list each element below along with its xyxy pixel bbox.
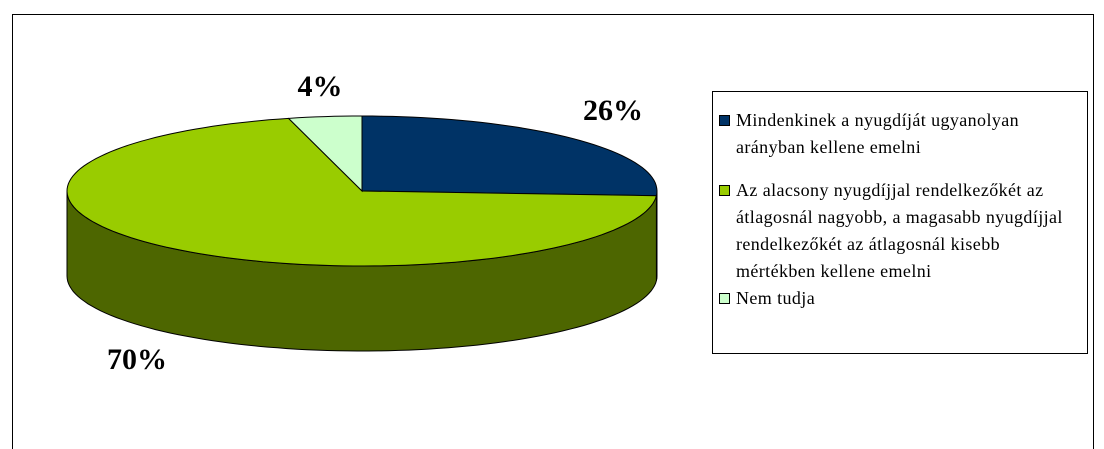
legend-swatch bbox=[719, 293, 730, 304]
legend-items: Mindenkinek a nyugdíját ugyanolyan arány… bbox=[719, 107, 1079, 312]
data-label: 26% bbox=[583, 94, 643, 127]
data-label: 70% bbox=[107, 343, 167, 376]
legend-label: Nem tudja bbox=[736, 288, 816, 308]
legend: Mindenkinek a nyugdíját ugyanolyan arány… bbox=[712, 91, 1088, 354]
slice bbox=[287, 115, 363, 193]
pie bbox=[66, 115, 658, 352]
legend-swatch bbox=[719, 185, 730, 196]
chart-frame bbox=[12, 14, 1094, 449]
legend-entry: Mindenkinek a nyugdíját ugyanolyan arány… bbox=[719, 107, 1079, 161]
legend-swatch bbox=[719, 115, 730, 126]
legend-label: Mindenkinek a nyugdíját ugyanolyan arány… bbox=[736, 110, 1020, 157]
legend-entry: Az alacsony nyugdíjjal rendelkezőkét az … bbox=[719, 177, 1079, 285]
legend-entry: Nem tudja bbox=[719, 285, 1079, 312]
slice bbox=[361, 115, 658, 197]
legend-label: Az alacsony nyugdíjjal rendelkezőkét az … bbox=[736, 180, 1063, 281]
slice bbox=[66, 117, 658, 267]
data-label: 4% bbox=[298, 70, 343, 103]
